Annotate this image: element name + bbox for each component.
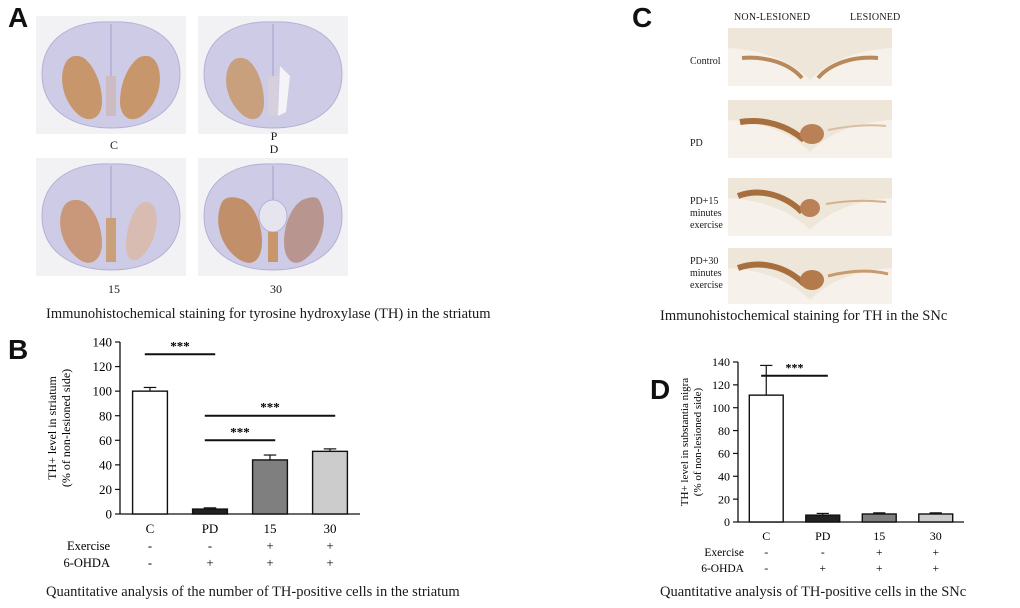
caption-a: Immunohistochemical staining for tyrosin… xyxy=(46,306,491,322)
x-tick-label: C xyxy=(762,529,770,543)
row-value: + xyxy=(933,563,940,575)
x-tick-label: 15 xyxy=(264,521,277,536)
panel-letter-b: B xyxy=(8,334,29,365)
slice-30 xyxy=(197,157,349,277)
slice-pd xyxy=(197,16,349,135)
row-pd30: PD+30 minutes exercise xyxy=(690,256,723,291)
row-label: 6-OHDA xyxy=(63,556,110,570)
row-control: Control xyxy=(690,56,721,67)
y-tick-label: 40 xyxy=(99,457,112,472)
x-tick-label: 30 xyxy=(324,521,337,536)
y-tick-label: 100 xyxy=(712,401,730,415)
y-tick-label: 0 xyxy=(106,507,113,522)
y-tick-label: 140 xyxy=(93,335,113,350)
row-value: + xyxy=(266,556,273,570)
chart-b: 0 20 40 60 80 100 120 140 TH+ level in striatum(… xyxy=(45,335,360,570)
y-tick-label: 140 xyxy=(712,355,730,369)
y-axis-label: (% of non-lesioned side) xyxy=(59,369,73,487)
snc-micrographs xyxy=(728,28,892,304)
caption-d: Quantitative analysis of TH-positive cel… xyxy=(660,584,967,600)
bar-pd xyxy=(805,514,841,523)
chart-d: 0 20 40 60 80 100 120 140 TH+ level in substanti… xyxy=(680,355,964,575)
row-value: + xyxy=(820,563,827,575)
significance-label: *** xyxy=(170,338,190,353)
bar-c xyxy=(131,390,169,515)
row-value: - xyxy=(764,563,768,575)
bar-15 xyxy=(251,459,289,515)
row-value: + xyxy=(326,556,333,570)
snc-pd xyxy=(728,100,892,158)
row-value: + xyxy=(933,547,940,559)
row-value: + xyxy=(266,539,273,553)
bar-pd xyxy=(191,508,229,515)
row-value: - xyxy=(148,556,152,570)
x-tick-label: 30 xyxy=(930,529,942,543)
y-tick-label: 40 xyxy=(718,469,730,483)
bar-30 xyxy=(311,450,349,515)
striatum-micrographs xyxy=(36,16,349,277)
row-value: - xyxy=(148,539,152,553)
row-pd: PD xyxy=(690,138,703,149)
bar-c xyxy=(748,394,784,523)
y-tick-label: 20 xyxy=(718,492,730,506)
y-axis-label: TH+ level in substantia nigra xyxy=(680,378,691,507)
row-value: + xyxy=(206,556,213,570)
y-tick-label: 20 xyxy=(99,482,112,497)
caption-c: Immunohistochemical staining for TH in t… xyxy=(660,308,948,324)
y-axis-label: TH+ level in striatum xyxy=(45,375,59,479)
significance-label: *** xyxy=(786,361,804,375)
significance-label: *** xyxy=(230,424,250,439)
caption-b: Quantitative analysis of the number of T… xyxy=(46,584,460,600)
y-axis-label: (% of non-lesioned side) xyxy=(692,387,704,496)
y-tick-label: 100 xyxy=(93,384,113,399)
slice-control xyxy=(36,16,187,135)
row-value: + xyxy=(326,539,333,553)
column-lesioned: LESIONED xyxy=(850,12,901,23)
x-tick-label: PD xyxy=(202,521,219,536)
row-value: + xyxy=(876,547,883,559)
row-value: - xyxy=(821,547,825,559)
row-value: - xyxy=(208,539,212,553)
y-tick-label: 60 xyxy=(718,447,730,461)
bar-30 xyxy=(918,513,954,523)
panel-letter-a: A xyxy=(8,2,29,33)
x-tick-label: C xyxy=(146,521,155,536)
label-30: 30 xyxy=(270,282,282,296)
row-value: - xyxy=(764,547,768,559)
column-non-lesioned: NON-LESIONED xyxy=(734,12,811,23)
y-tick-label: 120 xyxy=(93,359,113,374)
y-tick-label: 80 xyxy=(718,424,730,438)
label-15: 15 xyxy=(108,282,120,296)
row-pd15: PD+15 minutes exercise xyxy=(690,196,723,231)
row-value: + xyxy=(876,563,883,575)
y-tick-label: 60 xyxy=(99,433,112,448)
label-pd: P D xyxy=(269,129,279,156)
panel-letter-c: C xyxy=(632,2,653,33)
y-tick-label: 80 xyxy=(99,408,112,423)
slice-15 xyxy=(36,157,187,277)
row-label: 6-OHDA xyxy=(701,563,744,575)
row-label: Exercise xyxy=(704,547,744,559)
x-tick-label: 15 xyxy=(873,529,885,543)
snc-pd15 xyxy=(728,178,892,236)
bar-15 xyxy=(861,513,897,523)
y-tick-label: 0 xyxy=(724,515,730,529)
significance-label: *** xyxy=(260,400,280,415)
y-tick-label: 120 xyxy=(712,378,730,392)
snc-control xyxy=(728,28,892,86)
label-c: C xyxy=(109,138,118,152)
x-tick-label: PD xyxy=(815,529,831,543)
panel-letter-d: D xyxy=(650,374,671,405)
snc-pd30 xyxy=(728,248,892,304)
row-label: Exercise xyxy=(67,539,110,553)
